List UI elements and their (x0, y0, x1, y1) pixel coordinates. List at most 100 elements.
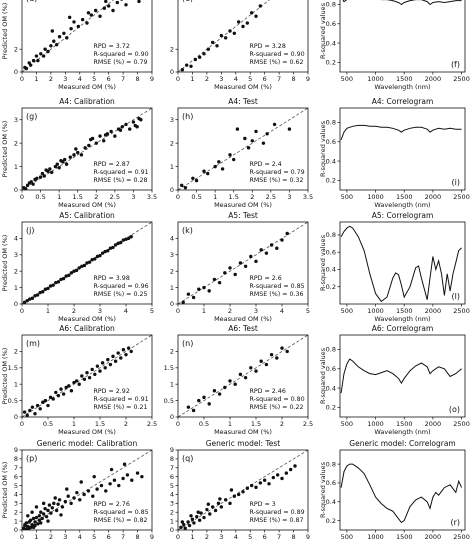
x-tick-label: 0.5 (199, 420, 209, 428)
data-point (223, 271, 227, 275)
x-tick-label: 1 (202, 307, 206, 315)
data-point (217, 392, 222, 396)
data-point (202, 285, 206, 290)
data-point (24, 66, 29, 71)
x-tick-label: 9 (150, 533, 154, 540)
data-point (90, 367, 94, 372)
data-point (116, 351, 120, 355)
stat-line: RMSE (%) = 0.25 (94, 291, 148, 298)
axes-frame (21, 0, 153, 73)
data-point (43, 47, 47, 51)
plot-area (22, 0, 141, 72)
data-point (74, 379, 79, 383)
y-tick-label: 1.5 (164, 364, 174, 372)
x-axis-label: Measured OM (%) (58, 201, 116, 209)
data-point (29, 180, 33, 184)
plot-area (178, 0, 270, 72)
data-point (196, 510, 200, 514)
data-point (54, 390, 58, 395)
stat-line: RPD = 2.4 (250, 161, 282, 168)
data-point (83, 146, 87, 150)
data-point (265, 132, 269, 136)
axes-frame (339, 0, 466, 73)
x-tick-label: 0.5 (191, 193, 201, 201)
y-tick-label: 9 (170, 446, 174, 454)
data-point (285, 231, 289, 236)
data-point (69, 501, 73, 506)
data-point (238, 372, 243, 377)
stat-line: RMSE (%) = 0.62 (250, 59, 304, 66)
x-tick-label: 8 (291, 75, 295, 83)
plot-area (22, 108, 152, 190)
data-point (183, 526, 187, 530)
y-tick-label: 3 (14, 500, 18, 508)
panel-label: (m) (26, 339, 40, 348)
data-point (223, 385, 227, 390)
x-tick-label: 6 (263, 75, 267, 83)
data-point (183, 185, 188, 190)
data-point (39, 52, 43, 56)
data-point (35, 176, 39, 180)
axes-frame (339, 221, 466, 305)
data-point (54, 280, 58, 285)
data-point (125, 473, 130, 477)
panel-title: A6: Test (228, 324, 258, 333)
data-point (79, 480, 83, 484)
one-to-one-line (22, 0, 114, 72)
plot-area (22, 450, 152, 530)
y-tick-label: 2 (14, 139, 18, 147)
data-point (40, 171, 45, 176)
x-tick-label: 1.5 (229, 193, 239, 201)
data-point (30, 522, 34, 527)
data-point (98, 14, 102, 18)
data-point (217, 160, 221, 164)
data-point (28, 297, 32, 301)
data-point (55, 162, 59, 166)
y-tick-label: 0 (170, 300, 174, 308)
y-tick-label: 0.4 (326, 157, 336, 165)
y-axis-label: Predicted OM (%) (1, 235, 9, 292)
stat-line: RMSE (%) = 0.79 (94, 59, 148, 66)
data-point (65, 36, 69, 40)
data-point (49, 511, 53, 515)
data-point (192, 521, 196, 525)
data-point (50, 170, 54, 175)
data-point (79, 153, 84, 157)
panel-title: A4: Test (228, 97, 258, 106)
data-point (80, 264, 84, 268)
x-tick-label: 8 (291, 533, 295, 540)
data-point (213, 164, 217, 169)
data-point (241, 490, 245, 494)
one-to-one-line (178, 108, 308, 190)
data-point (31, 516, 36, 521)
data-point (80, 17, 85, 22)
axes-frame (339, 334, 466, 418)
data-point (129, 349, 133, 354)
data-point (103, 249, 107, 254)
data-point (249, 366, 253, 370)
x-tick-label: 1500 (396, 75, 413, 83)
x-tick-label: 5 (306, 307, 310, 315)
stat-line: R-squared = 0.91 (94, 169, 149, 176)
data-point (62, 31, 66, 35)
y-axis-label: R-squared values (319, 2, 327, 59)
plot-area (340, 358, 462, 393)
data-point (38, 290, 42, 295)
stat-line: R-squared = 0.85 (250, 283, 305, 290)
x-tick-label: 4 (280, 307, 284, 315)
stat-line: RPD = 3.98 (94, 275, 130, 282)
y-tick-label: 0.6 (326, 248, 336, 256)
data-point (51, 397, 55, 401)
x-tick-label: 0 (176, 533, 180, 540)
data-point (57, 498, 62, 502)
data-point (137, 0, 141, 4)
data-point (258, 481, 263, 485)
y-tick-label: 0 (170, 526, 174, 534)
data-point (102, 6, 107, 10)
y-tick-label: 0 (14, 68, 18, 76)
data-point (293, 464, 297, 468)
stat-line: RPD = 2.87 (94, 161, 130, 168)
y-tick-label: 9 (14, 446, 18, 454)
y-tick-label: 5 (170, 482, 174, 490)
